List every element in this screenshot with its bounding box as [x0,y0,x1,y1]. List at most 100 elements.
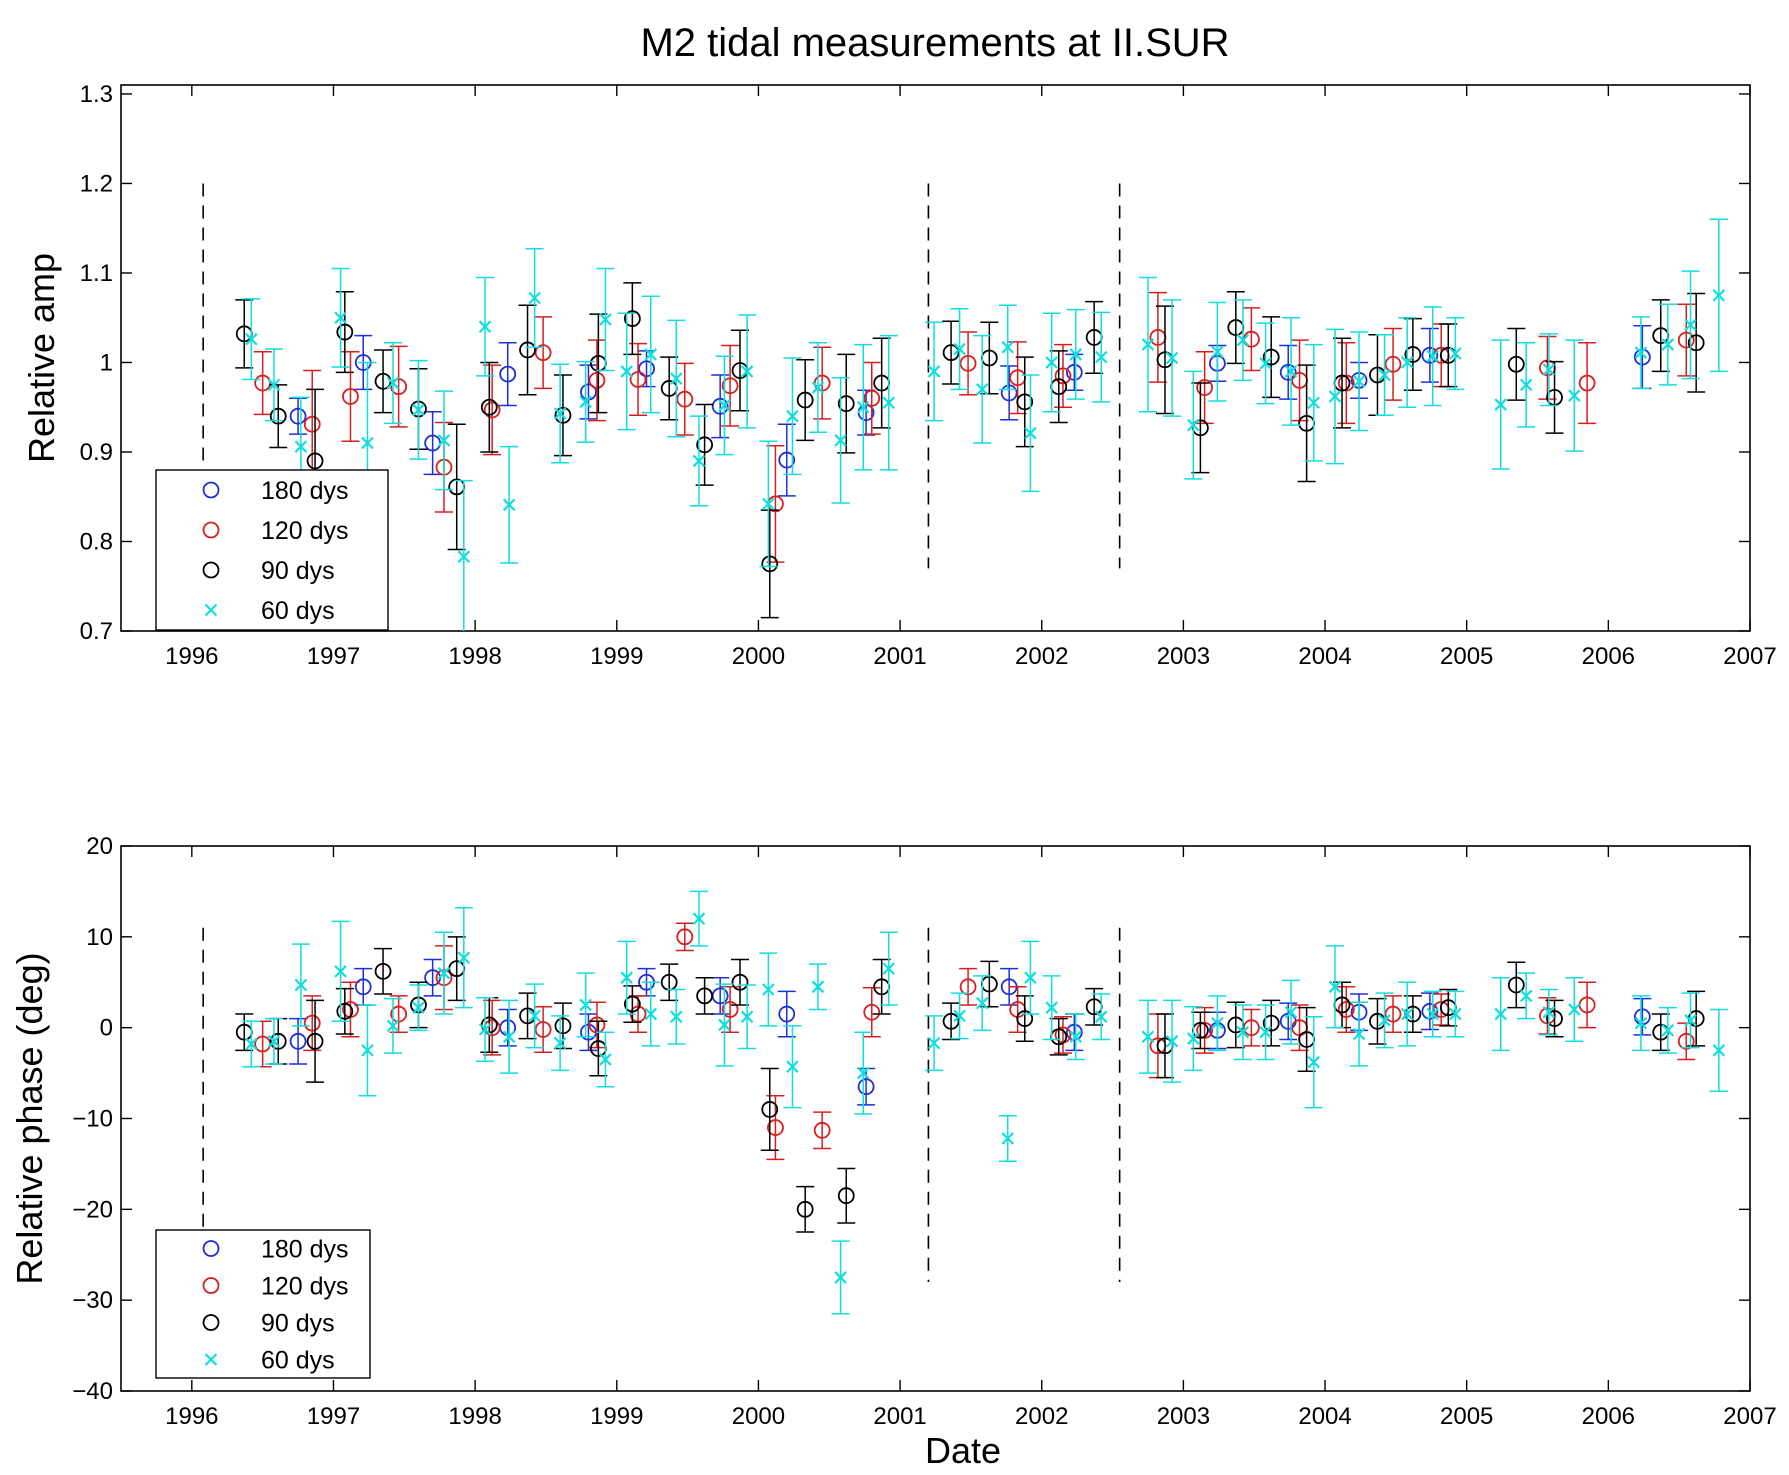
error-bar-90-dys [374,947,393,995]
marker-x-60-dys [692,454,706,468]
legend-marker-circle [202,1314,220,1331]
x-tick-label: 2004 [1298,643,1351,670]
marker-circle-180-dys [857,1078,875,1096]
error-bar-90-dys [837,1167,856,1224]
marker-circle-120-dys [342,388,359,405]
marker-x-60-dys [1259,1025,1272,1039]
marker-circle-120-dys [676,390,694,408]
series-layer [235,218,1728,631]
marker-circle-120-dys [767,1119,784,1136]
marker-x-60-dys [1307,396,1320,410]
legend-label: 180 dys [261,477,349,505]
marker-circle-180-dys [1065,363,1083,381]
y-axis-label: Relative phase (deg) [9,952,50,1284]
error-bar-90-dys [980,321,999,395]
y-tick-label: −20 [72,1196,113,1223]
marker-circle-90-dys [554,1017,572,1035]
error-bar-120-dys [1242,1008,1261,1047]
x-tick-label: 2007 [1723,1403,1776,1430]
marker-x-60-dys [245,1037,258,1051]
marker-x-60-dys [457,951,471,965]
marker-x-60-dys [620,971,633,984]
marker-x-60-dys [502,1030,516,1044]
marker-circle-90-dys [336,1002,354,1020]
marker-circle-90-dys [761,1101,779,1118]
marker-circle-90-dys [1404,346,1422,363]
x-tick-label: 1998 [448,643,501,670]
marker-circle-90-dys [796,1200,814,1218]
marker-x-60-dys [1378,1014,1391,1027]
marker-circle-180-dys [1421,1002,1439,1020]
y-tick-label: 0.8 [80,528,113,555]
marker-x-60-dys [386,1019,400,1033]
marker-circle-120-dys [534,344,552,362]
marker-x-60-dys [1069,1030,1083,1044]
marker-circle-180-dys [1279,363,1297,381]
marker-x-60-dys [1141,1030,1155,1044]
marker-x-60-dys [1001,340,1015,354]
marker-x-60-dys [1187,418,1200,432]
legend-label: 180 dys [261,1236,349,1264]
marker-circle-90-dys [623,310,641,328]
marker-circle-120-dys [676,928,694,946]
marker-circle-180-dys [1633,348,1651,366]
marker-circle-180-dys [1000,384,1018,402]
error-bar-90-dys [1155,305,1174,415]
legend-label: 120 dys [261,1273,349,1301]
error-bar-120-dys [1148,291,1167,383]
marker-x-60-dys [1542,1005,1556,1019]
marker-x-60-dys [1094,1010,1108,1024]
error-bar-90-dys [872,337,891,429]
marker-circle-90-dys [1507,355,1525,373]
error-bar-180-dys [1420,327,1439,383]
marker-x-60-dys [502,498,516,512]
legend-label: 60 dys [261,1347,335,1375]
y-tick-label: 1.3 [80,81,113,108]
marker-x-60-dys [294,440,308,453]
error-bar-90-dys [695,976,714,1015]
marker-circle-90-dys [1262,348,1280,366]
error-bar-120-dys [1384,327,1403,401]
x-tick-label: 1998 [448,1403,501,1430]
error-bar-90-dys [589,1020,608,1077]
error-bar-90-dys [1507,327,1526,401]
figure-title: M2 tidal measurements at II.SUR [640,21,1229,65]
x-tick-label: 1997 [307,643,360,670]
error-bar-120-dys [1677,1022,1696,1061]
marker-circle-180-dys [778,451,796,469]
marker-x-60-dys [786,1060,799,1073]
marker-circle-90-dys [480,398,498,416]
legend-marker-x [204,603,218,617]
marker-circle-120-dys [629,371,647,388]
legend-box [155,469,389,631]
marker-x-60-dys [975,996,989,1010]
marker-circle-90-dys [519,341,536,359]
marker-x-60-dys [786,409,799,423]
marker-x-60-dys [1494,398,1507,411]
marker-circle-90-dys [761,555,779,573]
marker-x-60-dys [1494,1007,1507,1021]
x-tick-label: 2004 [1298,1403,1351,1430]
error-bar-120-dys [253,1020,272,1068]
marker-x-60-dys [1542,363,1556,376]
marker-x-60-dys [811,980,825,994]
error-bar-120-dys [534,316,553,390]
marker-x-60-dys [644,348,658,361]
marker-x-60-dys [927,365,941,378]
error-bar-90-dys [480,361,499,453]
y-tick-label: 0 [100,1015,113,1042]
error-bar-120-dys [253,350,272,416]
marker-x-60-dys [1069,348,1083,361]
y-tick-label: −40 [72,1378,113,1405]
error-bar-120-dys [675,362,694,436]
marker-x-60-dys [457,550,471,563]
marker-x-60-dys [245,332,258,346]
marker-x-60-dys [1259,357,1272,370]
marker-x-60-dys [953,1009,966,1023]
marker-circle-120-dys [303,415,321,433]
marker-x-60-dys [1568,1003,1581,1016]
marker-x-60-dys [1187,1032,1200,1045]
marker-circle-90-dys [1546,1010,1563,1027]
x-tick-label: 2002 [1015,643,1068,670]
marker-circle-120-dys [390,378,408,396]
